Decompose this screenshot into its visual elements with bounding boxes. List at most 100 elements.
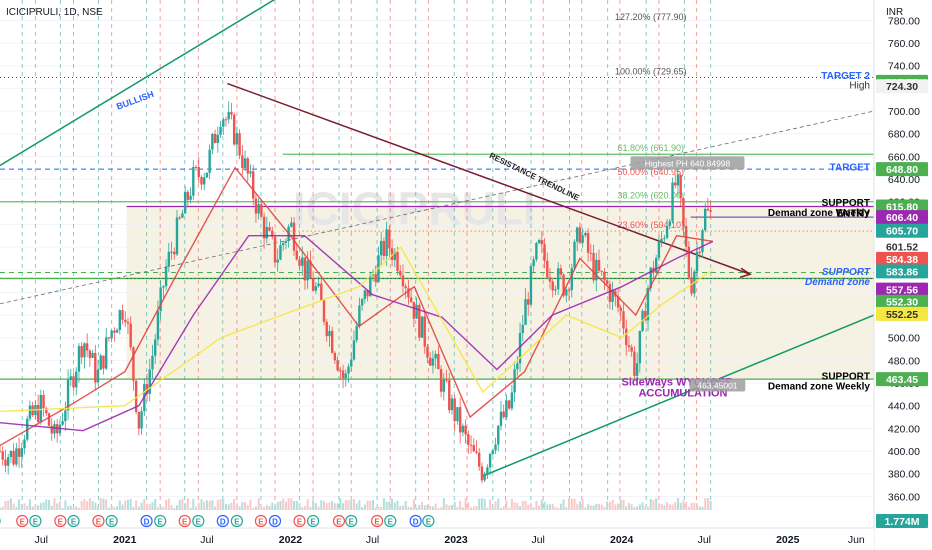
y-tick-label: 500.00 xyxy=(888,333,920,345)
candle-body xyxy=(418,304,421,338)
symbol-title: ICICIPRULI, 1D, NSE xyxy=(6,7,103,18)
volume-bar xyxy=(630,504,633,510)
volume-bar xyxy=(355,503,358,510)
volume-bar xyxy=(312,500,315,510)
candle-body xyxy=(428,357,432,366)
channel-upper-line xyxy=(0,0,276,167)
volume-bar xyxy=(410,507,413,510)
volume-bar xyxy=(633,507,636,510)
candle-body xyxy=(674,182,677,186)
candle-body xyxy=(507,400,511,409)
candle-body xyxy=(698,251,701,253)
volume-bar xyxy=(344,500,347,510)
candle-body xyxy=(608,284,612,302)
volume-bar xyxy=(154,498,157,510)
candle-body xyxy=(510,392,514,409)
candle-body xyxy=(213,134,217,143)
candle-body xyxy=(660,238,663,242)
candle-body xyxy=(546,260,549,278)
candle-body xyxy=(265,227,269,239)
volume-bar xyxy=(584,507,587,510)
candle-body xyxy=(1,451,4,460)
candle-body xyxy=(66,379,70,411)
price-tag: 601.52 xyxy=(886,241,918,253)
volume-bar xyxy=(361,507,364,510)
volume-bar xyxy=(565,507,568,510)
candle-body xyxy=(646,288,650,321)
trendline-arrow xyxy=(739,267,752,278)
volume-bar xyxy=(437,507,440,510)
volume-bar xyxy=(652,500,655,510)
volume-bar xyxy=(203,501,206,510)
chart-background: ICICIPRULI xyxy=(0,0,874,510)
candle-body xyxy=(268,227,271,231)
candle-body xyxy=(12,450,15,465)
volume-bar xyxy=(448,505,451,510)
candle-body xyxy=(464,425,467,435)
candle-body xyxy=(314,286,318,291)
candle-body xyxy=(461,425,465,433)
volume-bar xyxy=(581,499,584,510)
y-tick-label: 480.00 xyxy=(888,355,920,367)
volume-bar xyxy=(12,503,15,510)
volume-bar xyxy=(464,498,467,510)
y-tick-label: 380.00 xyxy=(888,469,920,481)
volume-bar xyxy=(696,503,699,510)
candle-body xyxy=(472,445,475,452)
event-marker xyxy=(140,514,153,528)
volume-bar xyxy=(56,503,59,510)
volume-bar xyxy=(478,498,481,510)
volume-bar xyxy=(53,498,56,510)
candle-body xyxy=(633,351,636,376)
event-marker-letter: E xyxy=(374,518,380,527)
volume-bar xyxy=(423,505,426,510)
volume-bar xyxy=(685,502,688,510)
candle-body xyxy=(657,241,661,259)
volume-bar xyxy=(382,498,385,510)
event-marker-letter: D xyxy=(144,518,150,527)
price-tag-bg xyxy=(876,251,928,266)
candle-body xyxy=(589,252,593,254)
price-tag: 584.38 xyxy=(886,254,918,266)
volume-bar xyxy=(205,500,208,510)
candle-body xyxy=(679,175,682,199)
volume-bar xyxy=(50,505,53,510)
volume-bar xyxy=(83,499,86,510)
volume-bar xyxy=(636,506,639,510)
price-tag: 583.86 xyxy=(886,266,918,278)
candle-body xyxy=(437,353,440,370)
candle-body xyxy=(505,400,508,418)
volume-bar xyxy=(31,506,34,510)
candle-body xyxy=(458,407,462,433)
volume-bar xyxy=(380,506,383,510)
volume-bar xyxy=(657,503,660,510)
price-axis: 360.00380.00400.00420.00440.00460.00480.… xyxy=(873,0,932,550)
candle-body xyxy=(597,259,601,271)
x-tick-label: Jul xyxy=(698,534,711,546)
candle-body xyxy=(573,241,576,269)
volume-bar xyxy=(9,498,12,510)
volume-bar xyxy=(238,506,241,510)
candle-body xyxy=(320,283,323,301)
y-tick-label: 780.00 xyxy=(888,15,920,27)
volume-bar xyxy=(91,500,94,510)
volume-bar xyxy=(80,501,83,510)
candle-body xyxy=(257,204,260,214)
volume-bar xyxy=(497,498,500,510)
candle-body xyxy=(170,251,173,253)
volume-bar xyxy=(211,500,214,510)
candle-body xyxy=(164,266,168,287)
candle-body xyxy=(45,408,48,414)
volume-bar xyxy=(516,503,519,510)
candle-body xyxy=(211,134,214,150)
price-tag-bg xyxy=(876,264,928,279)
candle-body xyxy=(527,299,530,305)
candle-body xyxy=(600,270,603,272)
volume-bar xyxy=(287,498,290,510)
volume-bar xyxy=(598,503,601,510)
candle-body xyxy=(118,310,122,330)
candle-body xyxy=(554,289,557,291)
candle-body xyxy=(203,177,206,185)
